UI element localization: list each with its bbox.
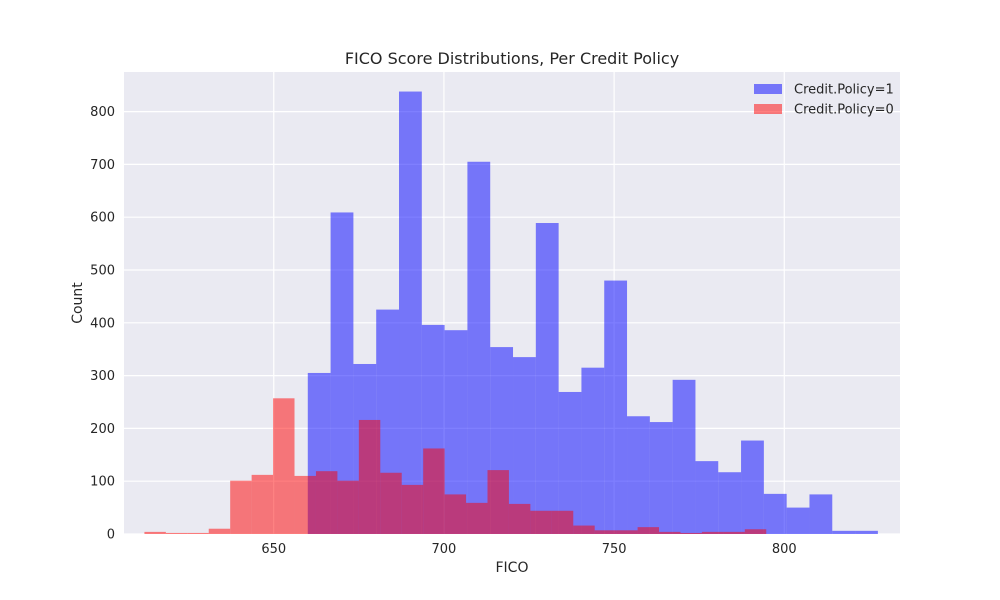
y-tick-label: 500 [90, 264, 115, 279]
x-axis-label: FICO [496, 560, 529, 576]
legend-label: Credit.Policy=1 [794, 83, 894, 98]
y-axis-label: Count [70, 282, 86, 324]
x-tick-label: 750 [602, 542, 627, 557]
histogram-bar-series-2 [144, 531, 166, 534]
histogram-bar-series-1 [695, 461, 719, 534]
histogram-bar-series-1 [330, 212, 354, 534]
histogram-bar-series-1 [627, 416, 650, 534]
histogram-bar-series-2 [165, 532, 188, 534]
legend: Credit.Policy=1 Credit.Policy=0 [754, 83, 894, 118]
histogram-bar-series-2 [659, 531, 681, 534]
histogram-bar-series-1 [604, 280, 628, 534]
histogram-bar-series-2 [401, 484, 424, 534]
histogram-bars [144, 91, 878, 534]
histogram-bar-series-2 [208, 528, 231, 534]
histogram-bar-series-2 [723, 531, 745, 534]
legend-swatch [754, 84, 782, 94]
histogram-bar-series-1 [558, 391, 582, 534]
histogram-bar-series-2 [530, 510, 552, 534]
x-tick-label: 650 [261, 542, 286, 557]
histogram-bar-series-2 [294, 475, 316, 534]
y-tick-label: 300 [90, 369, 115, 384]
legend-label: Credit.Policy=0 [794, 103, 894, 118]
legend-swatch [754, 104, 782, 114]
histogram-bar-series-1 [672, 379, 696, 534]
histogram-bar-series-2 [337, 480, 359, 534]
histogram-bar-series-1 [444, 330, 468, 534]
histogram-bar-series-1 [581, 367, 605, 534]
histogram-bar-series-2 [230, 480, 252, 534]
histogram-bar-series-2 [358, 419, 381, 534]
y-tick-label: 100 [90, 475, 115, 490]
y-tick-label: 700 [90, 158, 115, 173]
y-tick-label: 800 [90, 105, 115, 120]
histogram-bar-series-2 [701, 531, 724, 534]
histogram-bar-series-1 [786, 507, 810, 534]
x-tick-label: 700 [432, 542, 457, 557]
x-tick-labels: 650 700 750 800 [261, 542, 796, 557]
histogram-bar-series-2 [594, 530, 617, 534]
histogram-bar-series-1 [718, 472, 742, 534]
chart-title: FICO Score Distributions, Per Credit Pol… [345, 49, 679, 68]
y-tick-label: 400 [90, 316, 115, 331]
histogram-bar-series-1 [649, 422, 673, 534]
histogram-bar-series-2 [444, 494, 467, 534]
histogram-bar-series-2 [251, 474, 274, 534]
histogram-bar-series-1 [832, 530, 856, 534]
histogram-bar-series-1 [763, 493, 787, 534]
histogram-bar-series-2 [315, 471, 338, 534]
histogram-bar-series-2 [380, 472, 402, 534]
histogram-bar-series-1 [809, 494, 833, 534]
histogram-bar-series-2 [637, 527, 660, 534]
y-tick-labels: 0 100 200 300 400 500 600 700 800 [90, 105, 115, 542]
histogram-bar-series-2 [466, 502, 488, 534]
y-tick-label: 0 [107, 528, 115, 543]
histogram-bar-series-1 [855, 530, 878, 534]
histogram-bar-series-2 [551, 510, 574, 534]
histogram-bar-series-2 [508, 503, 531, 534]
histogram-bar-series-1 [535, 223, 559, 534]
y-tick-label: 200 [90, 422, 115, 437]
y-tick-label: 600 [90, 211, 115, 226]
histogram-bar-series-1 [467, 161, 491, 534]
histogram-bar-series-2 [616, 530, 638, 534]
histogram-bar-series-1 [513, 357, 536, 534]
histogram-bar-series-2 [423, 448, 445, 534]
histogram-bar-series-2 [680, 532, 702, 534]
histogram-bar-series-2 [273, 398, 295, 534]
x-tick-label: 800 [772, 542, 797, 557]
histogram-bar-series-1 [741, 440, 764, 534]
histogram-bar-series-2 [187, 532, 209, 534]
histogram-bar-series-2 [487, 470, 509, 534]
histogram-bar-series-1 [399, 91, 422, 534]
histogram-bar-series-2 [573, 525, 595, 534]
histogram-bar-series-2 [744, 529, 767, 534]
